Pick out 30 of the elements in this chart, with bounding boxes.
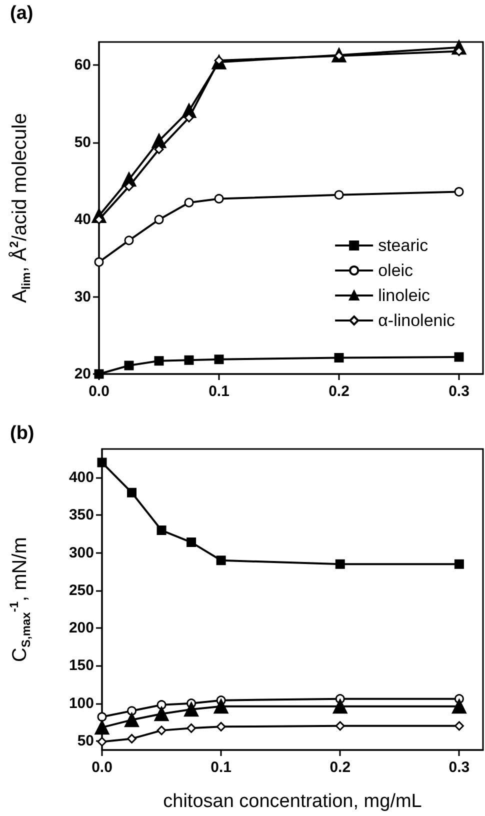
y-tick-label: 250	[68, 582, 94, 599]
y-tick-label: 150	[68, 657, 94, 674]
x-tick-label: 0.1	[208, 383, 230, 400]
y-axis-title: Alim, Å2/acid molecule	[7, 113, 33, 303]
text: (b)	[10, 423, 34, 444]
x-tick-label: 0.3	[448, 383, 470, 400]
legend-label: stearic	[378, 236, 429, 255]
y-tick-label: 20	[74, 366, 91, 382]
y-tick-label: 300	[68, 544, 94, 562]
y-tick-label: 50	[77, 732, 94, 750]
legend-label: linoleic	[378, 286, 431, 305]
y-tick-label: 200	[68, 620, 94, 637]
x-tick-label: 0.0	[88, 383, 110, 400]
y-tick-label: 400	[68, 469, 94, 486]
x-tick-label: 0.2	[328, 383, 350, 400]
y-tick-label: 350	[68, 506, 94, 524]
y-tick-label: 100	[68, 694, 94, 712]
x-tick-label: 0.3	[448, 759, 470, 776]
x-axis-title: chitosan concentration, mg/mL	[163, 791, 422, 812]
y-tick-label: 60	[74, 56, 91, 74]
y-tick-label: 50	[74, 134, 91, 151]
x-tick-label: 0.1	[210, 759, 232, 776]
y-tick-label: 30	[74, 288, 91, 306]
x-tick-label: 0.0	[92, 759, 112, 776]
x-tick-label: 0.2	[330, 759, 351, 776]
text: (a)	[10, 3, 34, 24]
y-axis-title: CS,max-1, mN/m	[7, 537, 33, 662]
legend-label: oleic	[378, 261, 414, 280]
legend-label: α-linolenic	[378, 311, 456, 330]
y-tick-label: 40	[74, 211, 91, 228]
